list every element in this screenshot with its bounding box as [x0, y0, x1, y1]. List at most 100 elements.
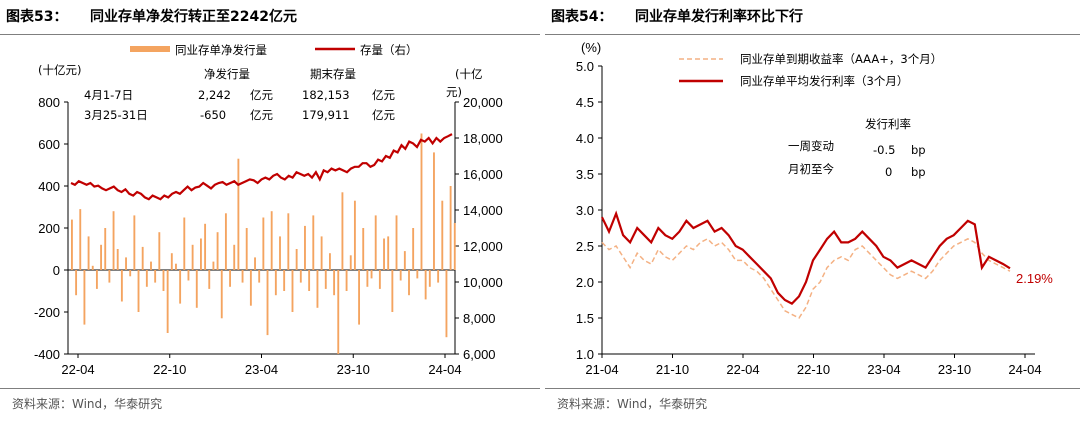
- table-header-net: 净发行量: [204, 67, 250, 81]
- net-issuance-bar: [170, 253, 173, 270]
- table-row-net: 2,242: [198, 88, 231, 102]
- x-tick-label: 21-10: [656, 362, 689, 377]
- net-issuance-bar: [333, 270, 336, 296]
- net-issuance-bar: [204, 223, 207, 270]
- left-title-bar: 图表53： 同业存单净发行转正至2242亿元: [0, 0, 540, 35]
- right-y-tick-label: 18,000: [463, 131, 503, 146]
- net-issuance-bar: [133, 215, 136, 270]
- net-issuance-bar: [150, 261, 152, 270]
- net-issuance-bar: [75, 270, 78, 296]
- y-tick-label: 1.5: [576, 311, 594, 326]
- y-tick-label: 4.5: [576, 95, 594, 110]
- info-row-value: -0.5: [873, 143, 895, 157]
- net-issuance-bar: [183, 217, 186, 270]
- right-axis-unit-1: (十亿: [455, 67, 483, 81]
- x-tick-label: 22-10: [153, 362, 186, 377]
- net-issuance-bar: [370, 270, 373, 279]
- net-issuance-bar: [233, 244, 236, 270]
- net-issuance-bar: [283, 270, 286, 291]
- legend-bar-label: 同业存单净发行量: [175, 43, 267, 57]
- net-issuance-bar: [175, 263, 177, 270]
- net-issuance-bar: [291, 270, 294, 312]
- net-issuance-bar: [71, 219, 73, 270]
- net-issuance-bar: [95, 270, 98, 289]
- net-issuance-bar: [91, 265, 94, 270]
- left-axis-unit: (十亿元): [38, 63, 81, 77]
- net-issuance-bar: [154, 270, 157, 283]
- net-issuance-bar: [129, 270, 132, 277]
- left-y-tick-label: 600: [38, 137, 60, 152]
- right-source-bar: 资料来源：Wind，华泰研究: [545, 388, 1080, 423]
- net-issuance-bar: [287, 213, 290, 270]
- y-tick-label: 1.0: [576, 347, 594, 362]
- issuance-rate-line: [601, 210, 1011, 305]
- left-y-tick-label: 0: [53, 263, 60, 278]
- legend-solid-label: 同业存单平均发行利率（3个月）: [740, 74, 908, 88]
- net-issuance-bar: [158, 232, 161, 270]
- net-issuance-bar: [266, 270, 269, 336]
- net-issuance-bar: [216, 232, 219, 270]
- right-y-tick-label: 16,000: [463, 167, 503, 182]
- net-issuance-bar: [324, 270, 327, 289]
- x-tick-label: 22-04: [726, 362, 759, 377]
- net-issuance-bar: [279, 236, 281, 270]
- x-tick-label: 22-10: [797, 362, 830, 377]
- net-issuance-bar: [341, 192, 344, 270]
- net-issuance-bar: [108, 270, 111, 283]
- net-issuance-bar: [162, 270, 165, 291]
- right-chart-panel: 图表54： 同业存单发行利率环比下行 (%) 同业存单到期收益率（AAA+，3个…: [545, 0, 1080, 422]
- right-y-tick-label: 20,000: [463, 95, 503, 110]
- left-source-text: 资料来源：Wind，华泰研究: [12, 397, 163, 411]
- net-issuance-bar: [308, 270, 311, 291]
- y-tick-label: 2.5: [576, 239, 594, 254]
- net-issuance-bar: [299, 270, 302, 283]
- table-row-period: 4月1-7日: [84, 88, 133, 102]
- net-issuance-bar: [208, 270, 211, 289]
- net-issuance-bar: [449, 186, 452, 270]
- table-row-stock: 179,911: [302, 108, 350, 122]
- y-tick-label: 3.5: [576, 167, 594, 182]
- net-issuance-bar: [200, 238, 202, 270]
- net-issuance-bar: [399, 270, 402, 281]
- net-issuance-bar: [353, 200, 356, 270]
- right-y-tick-label: 8,000: [463, 311, 496, 326]
- table-row-net: -650: [200, 108, 226, 122]
- x-tick-label: 23-04: [867, 362, 900, 377]
- net-issuance-bar: [337, 270, 340, 354]
- y-tick-label: 2.0: [576, 275, 594, 290]
- net-issuance-bar: [125, 257, 127, 270]
- y-tick-label: 4.0: [576, 131, 594, 146]
- right-chart-svg: (%) 同业存单到期收益率（AAA+，3个月） 同业存单平均发行利率（3个月） …: [576, 40, 1053, 377]
- net-issuance-bar: [79, 209, 82, 270]
- net-issuance-bar: [453, 222, 456, 270]
- net-issuance-bar: [424, 270, 427, 300]
- net-issuance-bar: [383, 238, 385, 270]
- right-y-tick-label: 10,000: [463, 275, 503, 290]
- net-issuance-bar: [220, 270, 223, 319]
- net-issuance-bar: [378, 270, 381, 289]
- net-issuance-bar: [316, 270, 319, 308]
- net-issuance-bar: [345, 270, 348, 291]
- net-issuance-bar: [83, 270, 86, 325]
- table-row-stock: 182,153: [302, 88, 350, 102]
- net-issuance-bar: [320, 236, 323, 270]
- right-title-bar: 图表54： 同业存单发行利率环比下行: [545, 0, 1080, 35]
- left-chart-svg: 同业存单净发行量 存量（右） (十亿元) (十亿 元) 净发行量 期末存量 4月…: [34, 43, 503, 377]
- yield-dashed-line: [601, 237, 1011, 319]
- stock-line: [70, 133, 453, 201]
- legend-line-label: 存量（右）: [360, 43, 418, 57]
- net-issuance-bar: [349, 255, 352, 270]
- info-header: 发行利率: [865, 117, 911, 131]
- x-tick-label: 24-04: [1008, 362, 1041, 377]
- right-y-tick-label: 12,000: [463, 239, 503, 254]
- net-issuance-bar: [254, 257, 256, 270]
- table-row-period: 3月25-31日: [84, 108, 148, 122]
- y-tick-label: 5.0: [576, 59, 594, 74]
- left-y-tick-label: 400: [38, 179, 60, 194]
- net-issuance-bar: [441, 200, 444, 270]
- left-chart-panel: 图表53： 同业存单净发行转正至2242亿元 同业存单净发行量 存量（右） (十…: [0, 0, 540, 422]
- end-value-label: 2.19%: [1016, 271, 1053, 286]
- net-issuance-bar: [416, 270, 419, 279]
- net-issuance-bar: [258, 270, 261, 283]
- x-tick-label: 23-10: [938, 362, 971, 377]
